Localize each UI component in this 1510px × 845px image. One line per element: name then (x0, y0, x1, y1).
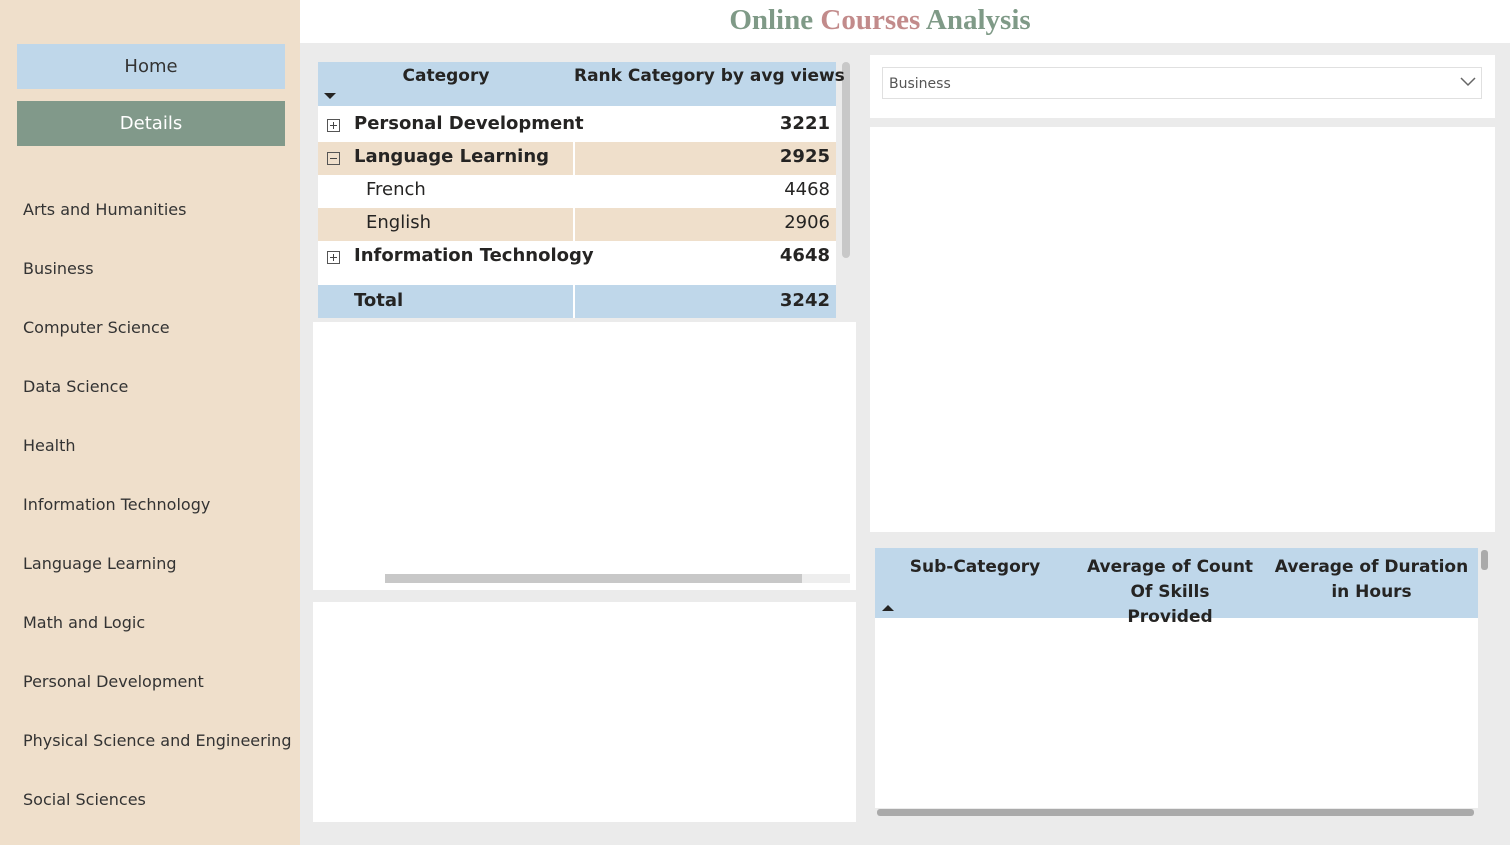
title-word: Online (729, 4, 814, 36)
chart-panel (313, 322, 856, 590)
table-header (318, 62, 836, 106)
column-divider (573, 285, 575, 318)
column-divider (573, 142, 575, 175)
chart-panel (313, 602, 856, 822)
toggle-icon (330, 122, 337, 129)
dropdown[interactable]: Business (882, 67, 1482, 99)
total-value: 3242 (779, 290, 830, 311)
table-row (318, 241, 836, 274)
toggle-icon (330, 158, 337, 159)
row-label: Information Technology (354, 245, 594, 266)
row-label: Personal Development (354, 113, 584, 134)
nav-item[interactable]: Social Sciences (23, 790, 146, 809)
nav-button[interactable]: Home (17, 44, 285, 89)
nav-item[interactable]: Arts and Humanities (23, 200, 187, 219)
column-header: Sub-Category (909, 557, 1041, 577)
row-value: 4468 (784, 179, 830, 200)
row-value: 2925 (779, 146, 830, 167)
row-label: Language Learning (354, 146, 550, 167)
total-row (318, 285, 836, 318)
page-title: Online Courses Analysis (300, 0, 1460, 40)
row-label: English (366, 212, 431, 233)
nav-item[interactable]: Math and Logic (23, 613, 146, 632)
column-header: Rank Category by avg views (574, 66, 845, 86)
column-divider (573, 241, 575, 274)
title-bar (300, 0, 1510, 43)
nav-item[interactable]: Computer Science (23, 318, 170, 337)
scrollbar (385, 574, 802, 583)
table-row (318, 142, 836, 175)
toggle-icon (330, 254, 337, 261)
table-row (318, 175, 836, 208)
column-header: Average of Duration in Hours (1274, 557, 1469, 602)
table-row (318, 109, 836, 142)
column-header: Category (402, 66, 490, 86)
nav-item[interactable]: Business (23, 259, 94, 278)
row-value: 4648 (779, 245, 830, 266)
title-word: Courses (820, 4, 921, 36)
nav-item[interactable]: Personal Development (23, 672, 204, 691)
title-word: Analysis (925, 4, 1031, 36)
nav-item[interactable]: Information Technology (23, 495, 211, 514)
column-divider (573, 109, 575, 142)
nav-button[interactable]: Details (17, 101, 285, 146)
scrollbar (1481, 550, 1488, 570)
column-header: Average of Count Of Skills Provided (1086, 557, 1254, 627)
nav-item[interactable]: Data Science (23, 377, 129, 396)
nav-item[interactable]: Health (23, 436, 76, 455)
total-label: Total (354, 290, 404, 311)
row-value: 2906 (784, 212, 830, 233)
table-body (875, 621, 1478, 774)
table-row (318, 208, 836, 241)
nav-item[interactable]: Physical Science and Engineering (23, 731, 292, 750)
table-header (875, 548, 1478, 618)
row-value: 3221 (779, 113, 830, 134)
nav-item[interactable]: Language Learning (23, 554, 177, 573)
expand-toggle[interactable] (327, 152, 340, 165)
scrollbar (842, 62, 850, 258)
column-divider (573, 175, 575, 208)
row-label: French (366, 179, 426, 200)
column-divider (573, 208, 575, 241)
scrollbar (877, 809, 1474, 816)
expand-toggle[interactable] (327, 119, 340, 132)
chart-panel (870, 127, 1495, 532)
expand-toggle[interactable] (327, 251, 340, 264)
